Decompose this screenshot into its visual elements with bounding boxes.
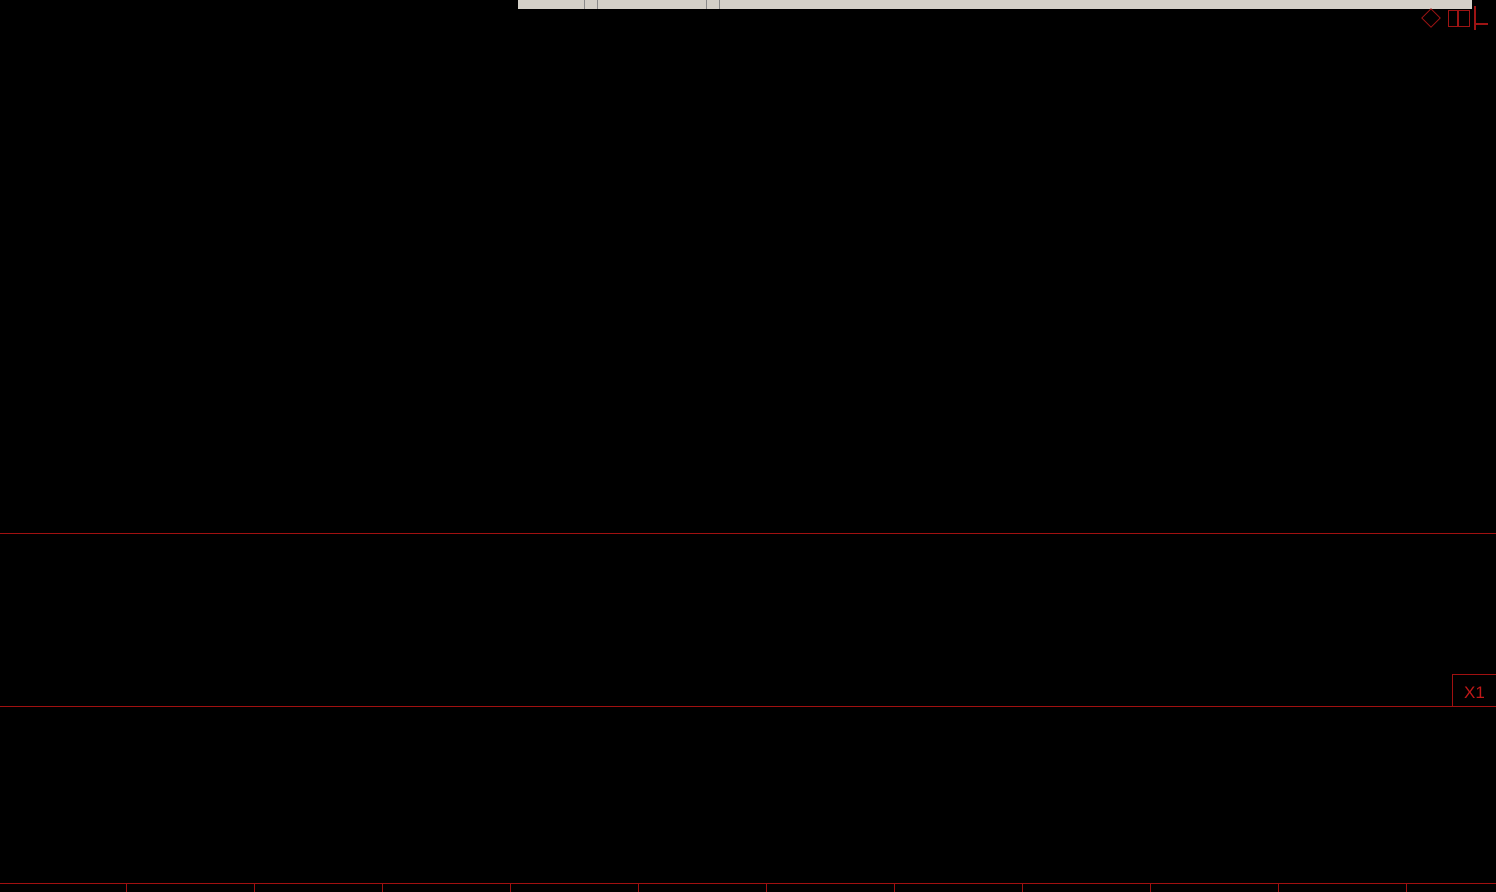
scale-badge[interactable]: X1 [1464, 683, 1485, 702]
volume-panel-divider [0, 533, 1496, 534]
split-icon[interactable] [1474, 6, 1488, 30]
panes-icon[interactable] [1448, 10, 1470, 27]
window-chrome-strip [0, 0, 1496, 9]
diamond-icon[interactable] [1421, 8, 1441, 28]
time-axis [0, 883, 1496, 884]
kdj-panel-divider [0, 706, 1496, 707]
